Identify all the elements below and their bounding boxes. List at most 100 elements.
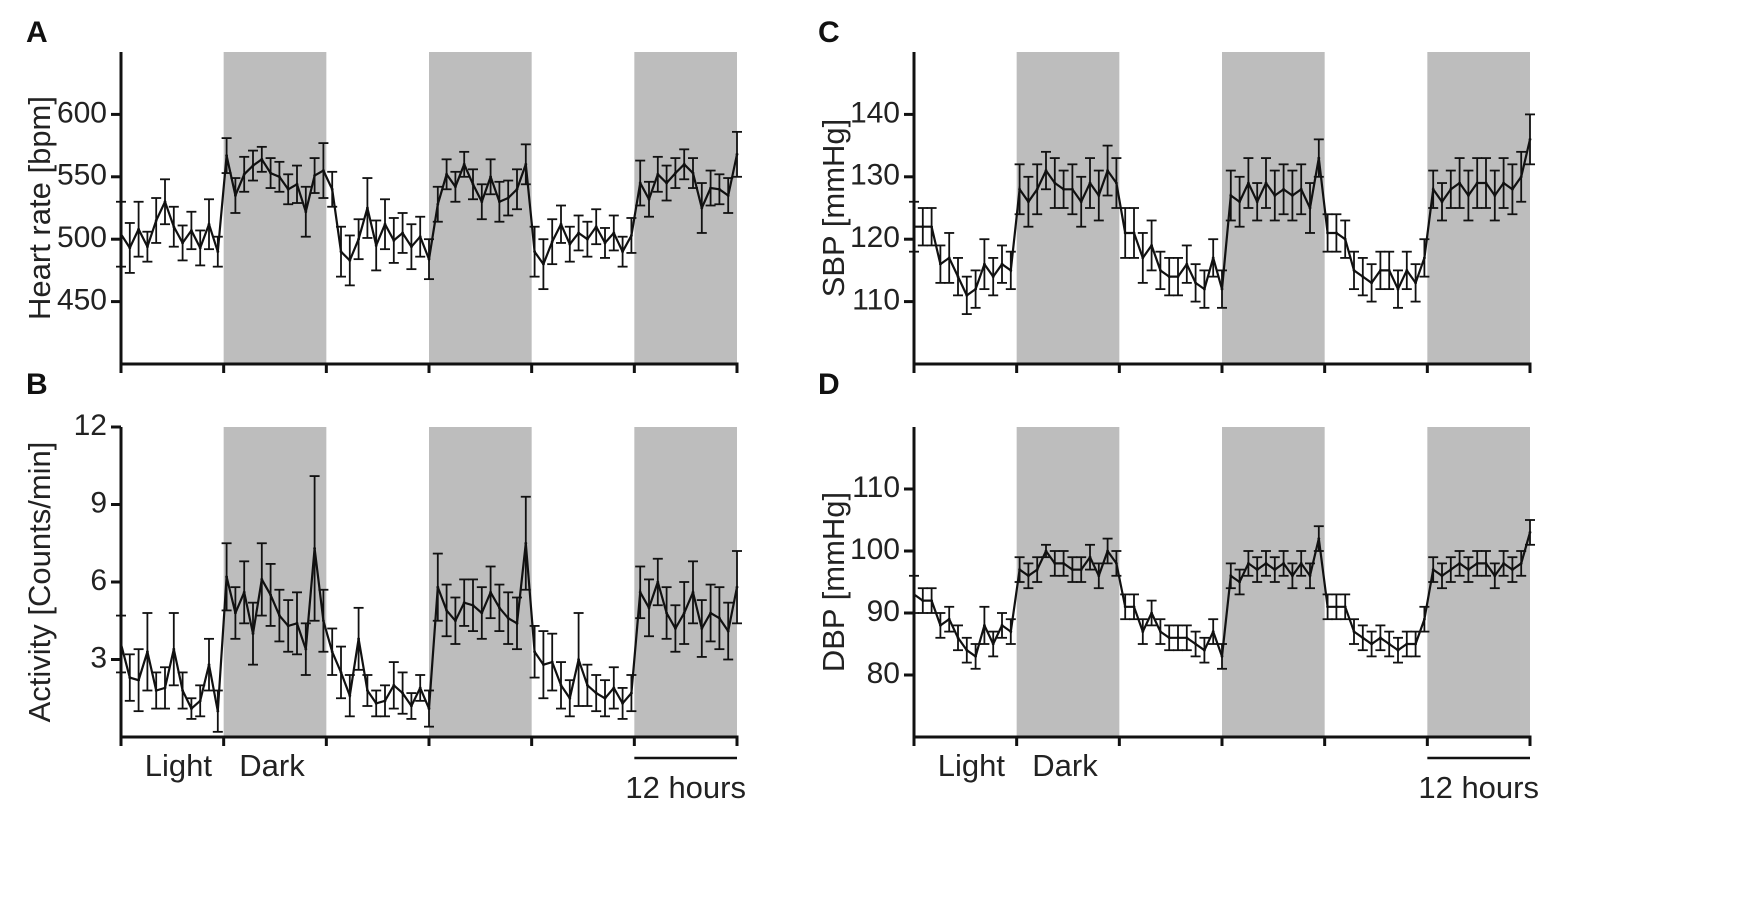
panel-b-activity: B Activity [Counts/min] 3 6 9 12 Light Dark 12 h… bbox=[22, 368, 746, 805]
y-axis-label: DBP [mmHg] bbox=[816, 492, 851, 672]
data-point bbox=[1247, 562, 1250, 565]
data-point bbox=[1343, 605, 1347, 609]
y-tick-label: 550 bbox=[57, 159, 107, 192]
data-point bbox=[1229, 574, 1233, 578]
data-point bbox=[146, 650, 149, 654]
data-point bbox=[498, 200, 501, 204]
data-point bbox=[991, 275, 995, 279]
y-tick-label: 12 bbox=[74, 409, 107, 442]
data-point bbox=[947, 256, 951, 260]
data-point bbox=[1088, 555, 1092, 559]
data-point bbox=[1308, 206, 1312, 210]
data-point bbox=[1431, 568, 1435, 571]
data-point bbox=[154, 219, 158, 222]
y-tick-label: 130 bbox=[850, 159, 900, 192]
data-point bbox=[251, 164, 255, 167]
data-point bbox=[506, 196, 510, 200]
data-point bbox=[515, 187, 519, 191]
data-point bbox=[295, 182, 299, 186]
data-point bbox=[1379, 636, 1382, 640]
data-point bbox=[1150, 244, 1153, 247]
dark-period-band bbox=[223, 427, 327, 737]
data-point bbox=[260, 157, 264, 161]
data-point bbox=[1106, 549, 1109, 553]
data-point bbox=[542, 262, 545, 266]
data-point bbox=[524, 162, 528, 166]
data-point bbox=[603, 241, 607, 245]
data-point bbox=[1431, 187, 1435, 191]
data-point bbox=[278, 175, 281, 179]
data-point bbox=[1440, 200, 1444, 204]
data-point bbox=[682, 162, 686, 166]
data-point bbox=[1264, 562, 1268, 565]
data-point bbox=[1511, 568, 1514, 571]
y-tick-label: 110 bbox=[852, 284, 900, 317]
data-point bbox=[172, 647, 176, 651]
data-point bbox=[163, 200, 167, 204]
data-point bbox=[524, 541, 528, 545]
data-point bbox=[1387, 642, 1391, 646]
data-point bbox=[568, 696, 572, 700]
data-point bbox=[1194, 642, 1197, 646]
data-point bbox=[586, 683, 589, 687]
data-point bbox=[480, 200, 484, 204]
y-axis-label: SBP [mmHg] bbox=[816, 119, 851, 298]
data-point bbox=[638, 590, 642, 594]
data-point bbox=[594, 691, 598, 695]
data-point bbox=[1423, 617, 1426, 621]
data-point bbox=[427, 257, 431, 261]
data-point bbox=[190, 229, 193, 232]
data-point bbox=[1352, 269, 1356, 272]
y-tick-label: 450 bbox=[57, 284, 107, 317]
data-point bbox=[665, 611, 668, 615]
data-point bbox=[533, 250, 536, 254]
data-point bbox=[1326, 231, 1329, 235]
data-point bbox=[1484, 181, 1488, 185]
data-point bbox=[137, 227, 141, 231]
data-point bbox=[1044, 549, 1048, 553]
data-point bbox=[1027, 574, 1030, 578]
data-point bbox=[1273, 568, 1277, 571]
data-point bbox=[234, 194, 237, 197]
data-point bbox=[1361, 275, 1365, 279]
data-point bbox=[216, 709, 220, 713]
data-point bbox=[1308, 574, 1312, 578]
data-point bbox=[119, 232, 123, 236]
data-point bbox=[1335, 231, 1338, 235]
data-point bbox=[374, 244, 378, 247]
data-point bbox=[401, 691, 404, 695]
data-point bbox=[603, 696, 607, 700]
data-point bbox=[1493, 194, 1497, 197]
data-point bbox=[392, 239, 396, 242]
data-point bbox=[735, 585, 739, 589]
data-point bbox=[1502, 562, 1505, 565]
data-point bbox=[216, 250, 220, 254]
data-point bbox=[242, 590, 246, 594]
data-point bbox=[1361, 636, 1365, 640]
data-point bbox=[190, 707, 193, 710]
data-point bbox=[726, 629, 730, 633]
data-point bbox=[1449, 568, 1453, 571]
data-point bbox=[1370, 642, 1373, 646]
data-point bbox=[1511, 187, 1514, 191]
data-point bbox=[295, 621, 299, 625]
data-point bbox=[1255, 200, 1259, 204]
data-point bbox=[1097, 574, 1101, 578]
data-point bbox=[991, 642, 995, 646]
data-point bbox=[154, 689, 158, 692]
scale-bar-label: 12 hours bbox=[625, 770, 746, 805]
data-point bbox=[1018, 568, 1021, 571]
data-point bbox=[1159, 269, 1162, 272]
data-point bbox=[1106, 169, 1109, 172]
data-point bbox=[682, 611, 686, 615]
scale-bar-label: 12 hours bbox=[1418, 770, 1539, 805]
dark-period-label: Dark bbox=[1032, 748, 1098, 783]
data-point bbox=[577, 658, 580, 661]
data-point bbox=[348, 694, 352, 698]
data-point bbox=[234, 611, 237, 615]
data-point bbox=[1299, 562, 1303, 565]
y-axis-label: Activity [Counts/min] bbox=[22, 442, 57, 723]
data-point bbox=[1000, 262, 1004, 266]
y-tick-label: 600 bbox=[57, 96, 107, 129]
